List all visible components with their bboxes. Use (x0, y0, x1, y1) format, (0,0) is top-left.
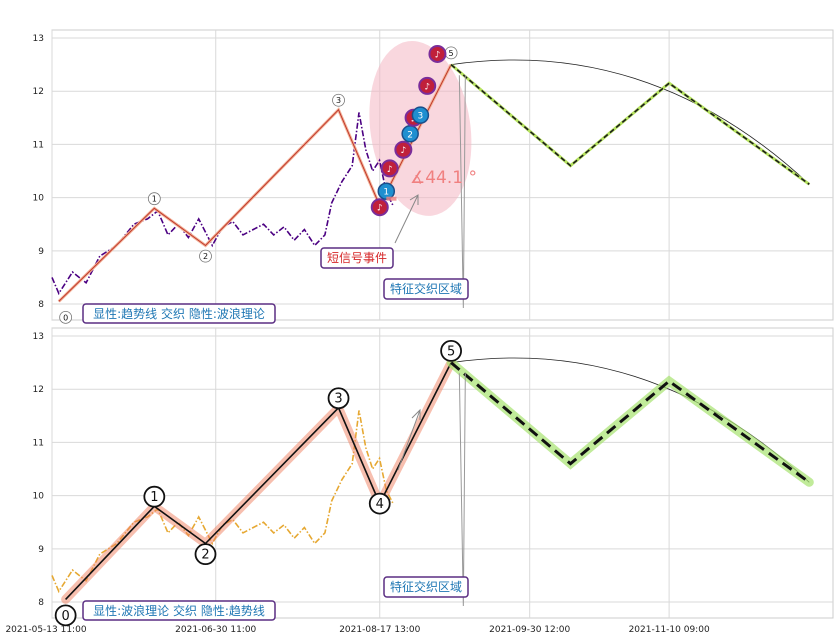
y-tick-label: 10 (33, 492, 45, 502)
wave-point-label: 4 (376, 497, 384, 512)
mode-box-label: 显性:趋势线 交织 隐性:波浪理论 (93, 306, 265, 321)
wave-point-label: 0 (63, 313, 68, 322)
x-tick-label: 2021-06-30 11:00 (175, 625, 256, 635)
signal-number-label: 2 (407, 130, 413, 140)
y-tick-label: 13 (33, 34, 44, 44)
wave-point-label: 0 (62, 609, 70, 624)
signal-note-symbol: ♪ (387, 165, 393, 175)
wave-point-marker (368, 492, 391, 515)
signal-marker (428, 44, 447, 63)
mode-box (82, 600, 276, 621)
zone-pointer (458, 75, 466, 309)
wave-point-label: 5 (449, 49, 454, 58)
mode-box (82, 303, 276, 324)
forecast-line (450, 63, 810, 185)
wave-point-marker (440, 339, 462, 362)
signal-marker (418, 76, 437, 95)
trend-line (58, 64, 452, 302)
y-tick-label: 12 (33, 87, 44, 97)
wave-point-label: 2 (203, 252, 208, 261)
y-tick-label: 9 (38, 545, 44, 555)
y-tick-label: 11 (33, 140, 44, 150)
forecast-line (450, 361, 811, 484)
wave-point-label: 3 (334, 392, 342, 407)
y-tick-label: 9 (38, 247, 44, 257)
y-tick-label: 10 (33, 194, 45, 204)
signal-note-symbol: ♪ (435, 50, 441, 60)
signal-arrow (394, 194, 419, 244)
signal-number-label: 1 (383, 188, 389, 198)
wave-point-marker (199, 249, 212, 263)
wave-point-label: 1 (152, 195, 157, 204)
signal-number-marker (411, 106, 430, 124)
zone-box (383, 278, 469, 300)
zone-box-label: 特征交织区域 (390, 281, 462, 296)
signal-number-label: 3 (418, 112, 424, 122)
wave-point-marker (327, 387, 350, 410)
zone-box (383, 576, 469, 598)
forecast-arc (451, 59, 810, 185)
wave-line (65, 362, 452, 600)
signal-note-symbol: ♪ (400, 146, 406, 156)
wave-point-label: 3 (336, 96, 341, 105)
x-axis: 2021-05-13 11:00 2021-06-30 11:00 2021-08-… (5, 625, 710, 635)
signal-note-symbol: ♪ (424, 82, 430, 92)
wave-point-label: 5 (447, 344, 455, 359)
x-tick-label: 2021-11-10 09:00 (629, 625, 710, 635)
x-tick-label: 2021-09-30 12:00 (489, 625, 570, 635)
y-tick-label: 8 (38, 598, 44, 608)
wave-point-marker (194, 543, 217, 566)
x-tick-label: 2021-05-13 11:00 (5, 625, 86, 635)
wave-point-marker (147, 192, 161, 206)
zone-box-label: 特征交织区域 (390, 579, 462, 594)
wave-point-label: 1 (150, 490, 158, 505)
zone-arrow (397, 408, 421, 471)
wave-point-marker (143, 485, 166, 508)
wave-point-label: 2 (201, 548, 209, 563)
signal-box-label: 短信号事件 (327, 251, 387, 265)
signal-marker (394, 140, 413, 159)
y-tick-label: 13 (33, 332, 44, 342)
signal-marker (370, 198, 389, 217)
signal-box (320, 247, 394, 269)
angle-label: ∡44.1 ° (410, 168, 477, 188)
signal-note-symbol: ♪ (377, 204, 383, 214)
x-tick-label: 2021-08-17 13:00 (339, 625, 420, 635)
y-tick-label: 8 (38, 300, 44, 310)
y-tick-label: 11 (33, 438, 44, 448)
zone-pointer (458, 373, 466, 607)
mode-box-label: 显性:波浪理论 交织 隐性:趋势线 (93, 603, 265, 618)
y-tick-label: 12 (33, 385, 44, 395)
signal-marker (380, 159, 399, 178)
wave-point-marker (332, 93, 345, 107)
wave-point-marker (54, 604, 77, 627)
wave-point-marker (59, 310, 73, 324)
